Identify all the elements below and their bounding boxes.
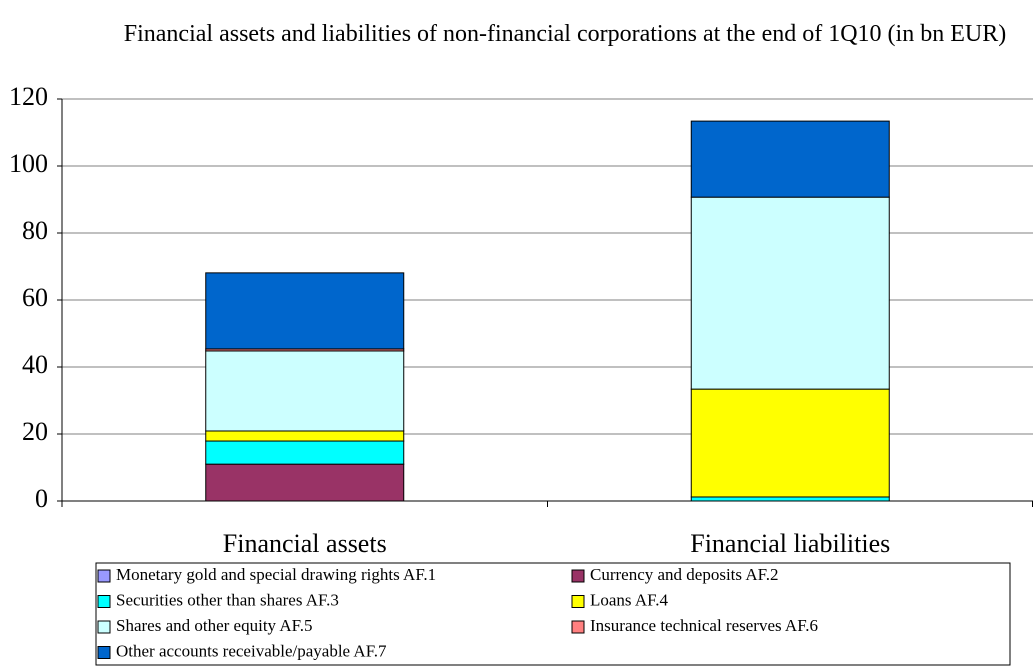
y-tick-label: 40 [22, 350, 48, 379]
legend-swatch [571, 595, 585, 608]
bar-segment [205, 272, 405, 350]
y-tick-label: 20 [22, 417, 48, 446]
legend-swatch [571, 569, 585, 583]
legend-label: Monetary gold and special drawing rights… [116, 565, 436, 584]
legend-label: Other accounts receivable/payable AF.7 [116, 641, 387, 660]
legend-swatch [97, 620, 111, 634]
legend-swatch [97, 595, 111, 608]
bar-segment [690, 120, 890, 198]
bar-segment [690, 496, 890, 502]
bar-segment [205, 350, 405, 432]
legend-label: Shares and other equity AF.5 [116, 616, 312, 635]
legend-swatch [97, 569, 111, 583]
x-tick-label: Financial assets [223, 529, 387, 558]
y-tick-label: 80 [22, 216, 48, 245]
bar-segment [205, 440, 405, 465]
bar-segment [690, 388, 890, 498]
bar-segment [205, 463, 405, 502]
legend-swatch [97, 646, 111, 659]
legend-label: Currency and deposits AF.2 [590, 565, 778, 584]
y-tick-label: 120 [9, 82, 48, 111]
y-tick-label: 100 [9, 149, 48, 178]
x-tick-label: Financial liabilities [690, 529, 890, 558]
y-tick-label: 0 [35, 484, 48, 513]
y-tick-label: 60 [22, 283, 48, 312]
bar-segment [205, 430, 405, 442]
legend-swatch [571, 620, 585, 634]
bar-segment [690, 196, 890, 390]
legend-label: Loans AF.4 [590, 590, 668, 609]
legend-label: Securities other than shares AF.3 [116, 590, 339, 609]
legend-label: Insurance technical reserves AF.6 [590, 616, 818, 635]
legend-box [95, 562, 1011, 666]
chart-title: Financial assets and liabilities of non-… [123, 21, 1007, 47]
